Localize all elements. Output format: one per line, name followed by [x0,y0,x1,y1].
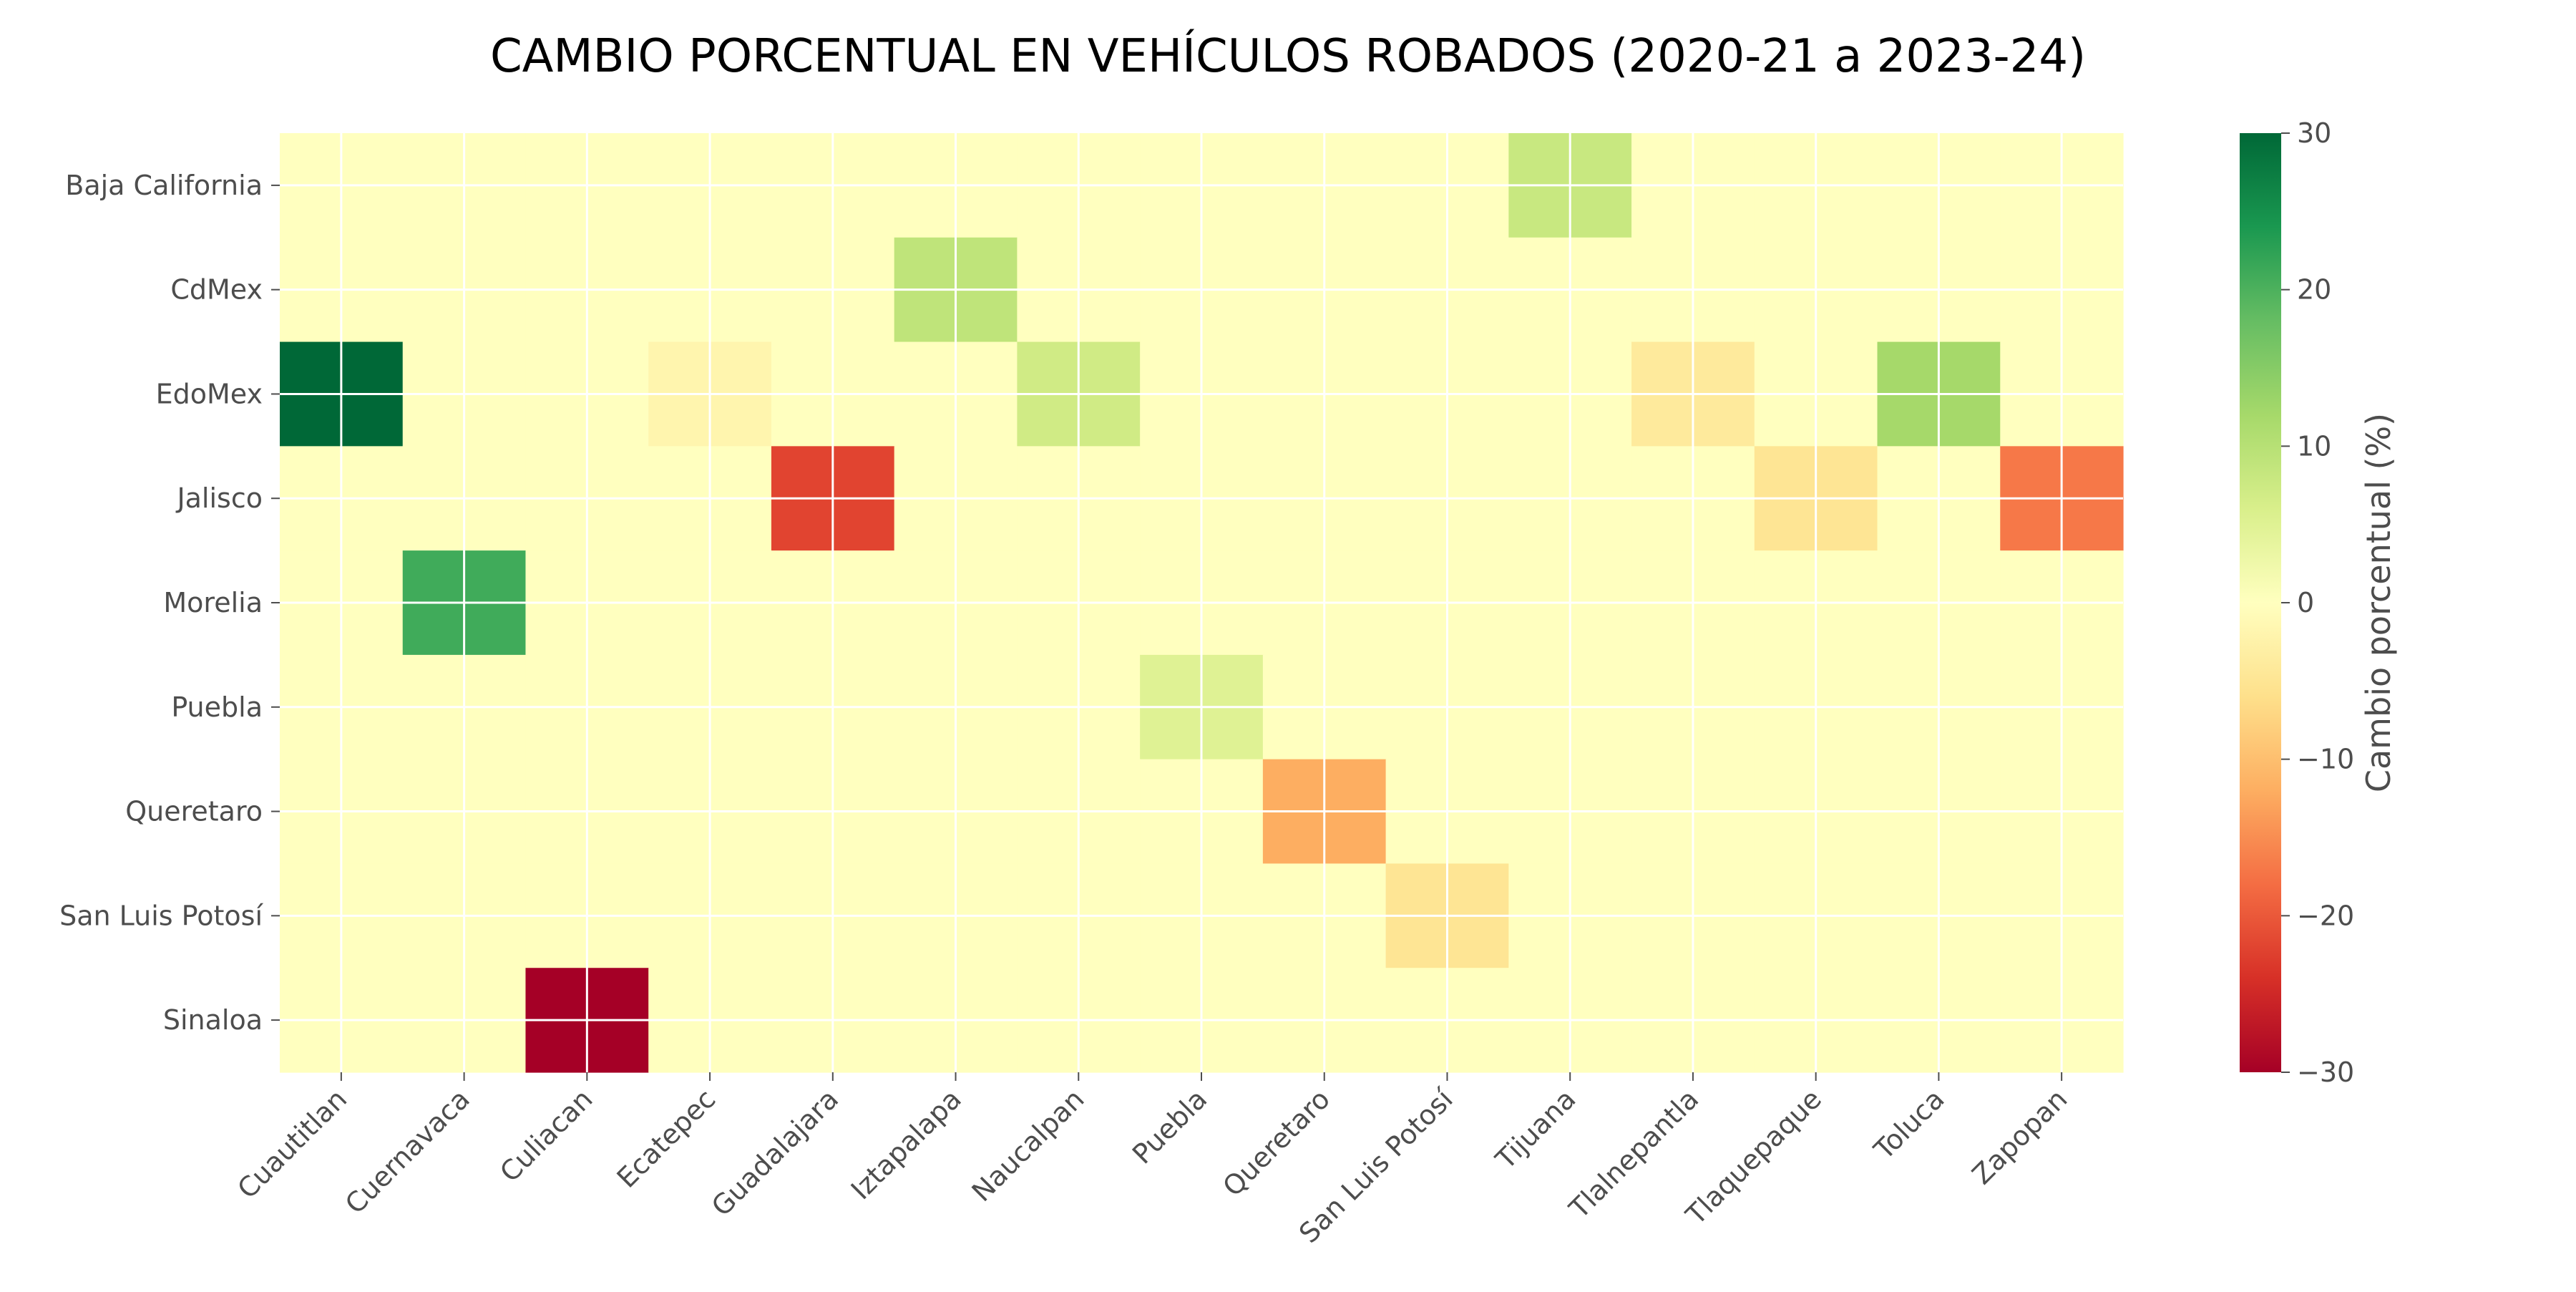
y-tick-label: San Luis Potosí [59,900,263,931]
x-tick-label: Zapopan [1966,1083,2073,1190]
y-tick-label: Puebla [171,691,263,723]
colorbar-tick-label: 0 [2297,587,2314,618]
colorbar-tick-label: 10 [2297,430,2331,462]
x-tick-label: Toluca [1868,1083,1951,1166]
y-tick-label: Sinaloa [163,1004,263,1036]
colorbar-tick-label: 30 [2297,117,2331,149]
x-tick-label: Puebla [1126,1083,1213,1170]
colorbar-tick-label: −10 [2297,744,2354,775]
colorbar-tick-label: 20 [2297,274,2331,306]
y-axis: Baja California CdMex EdoMex Jalisco Morelia… [59,170,280,1036]
colorbar-tick-label: −30 [2297,1057,2354,1088]
chart-title: CAMBIO PORCENTUAL EN VEHÍCULOS ROBADOS (… [490,29,2086,83]
x-tick-label: Iztapalapa [845,1083,967,1205]
heatmap-grid [280,133,2123,1072]
x-tick-label: Tijuana [1489,1083,1581,1175]
colorbar-gradient [2240,133,2281,1072]
x-tick-label: Naucalpan [966,1083,1091,1208]
y-tick-label: EdoMex [156,378,263,409]
y-tick-label: Jalisco [175,482,263,514]
x-tick-label: Guadalajara [706,1083,844,1222]
y-tick-label: CdMex [170,274,263,306]
y-tick-label: Morelia [163,587,263,618]
x-tick-label: Tlalnepantla [1563,1083,1704,1225]
x-tick-label: Queretaro [1216,1083,1336,1203]
x-tick-label: Ecatepec [611,1083,722,1194]
colorbar: −30 −20 −10 0 10 20 30 [2240,117,2354,1088]
y-tick-label: Queretaro [125,796,263,827]
x-tick-label: Culiacan [494,1083,599,1188]
colorbar-tick-label: −20 [2297,900,2354,931]
x-tick-label: Cuautitlan [231,1083,353,1205]
x-tick-label: Cuernavaca [339,1083,476,1220]
y-tick-label: Baja California [65,170,263,201]
colorbar-label: Cambio porcentual (%) [2359,413,2398,792]
